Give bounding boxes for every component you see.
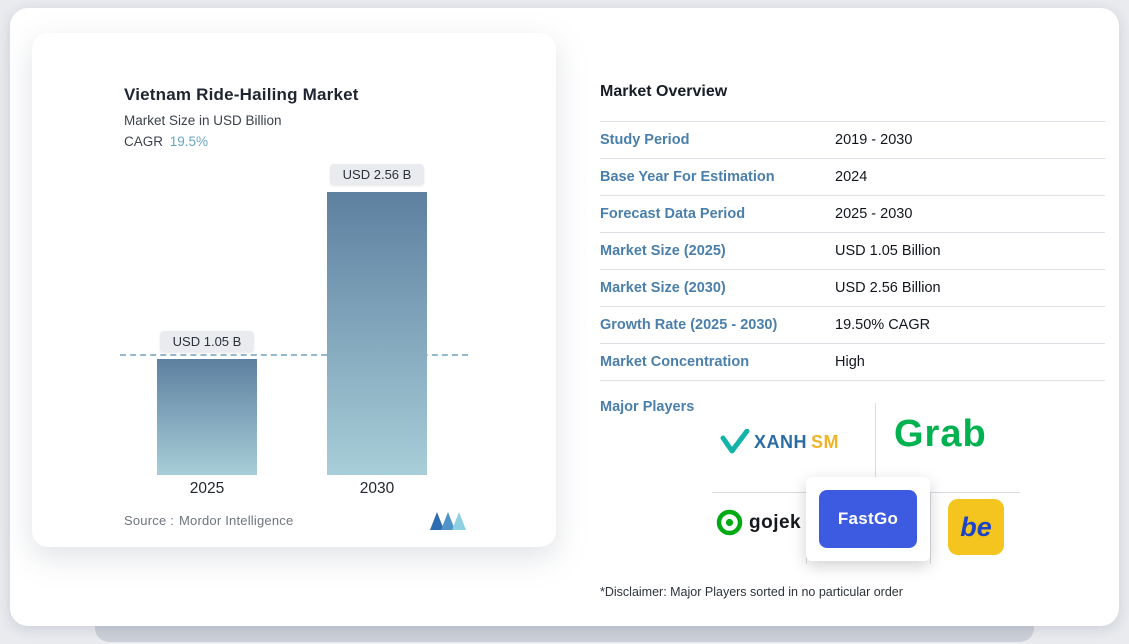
xanh-sm-logo: XANH SM xyxy=(720,429,839,455)
row-value: 2019 - 2030 xyxy=(835,132,913,148)
gojek-circle-icon xyxy=(716,509,743,536)
table-row: Market Concentration High xyxy=(600,344,1105,381)
chart-title: Vietnam Ride-Hailing Market xyxy=(124,85,359,104)
row-value: USD 1.05 Billion xyxy=(835,243,941,259)
source-row: Source : Mordor Intelligence xyxy=(124,510,466,530)
market-overview-panel: Market Overview Study Period 2019 - 2030… xyxy=(600,83,1105,599)
row-label: Forecast Data Period xyxy=(600,206,746,222)
divider-vertical-bottom-right xyxy=(930,492,931,564)
chart-panel: Vietnam Ride-Hailing Market Market Size … xyxy=(32,33,556,547)
xanh-text: XANH xyxy=(754,431,808,452)
table-row: Growth Rate (2025 - 2030) 19.50% CAGR xyxy=(600,307,1105,344)
xanh-sm-text: SM xyxy=(811,431,840,452)
bar-value-label-2030: USD 2.56 B xyxy=(329,164,425,185)
report-card: Vietnam Ride-Hailing Market Market Size … xyxy=(10,8,1119,626)
overview-title: Market Overview xyxy=(600,83,728,100)
source-label: Source : xyxy=(124,512,175,528)
row-value: 2024 xyxy=(835,169,868,185)
xanh-check-icon xyxy=(720,429,750,454)
row-value: High xyxy=(835,354,865,370)
row-label: Market Size (2025) xyxy=(600,243,726,259)
divider-vertical-top xyxy=(875,403,876,492)
x-tick-2030: 2030 xyxy=(359,480,395,497)
reference-line xyxy=(120,354,468,356)
row-label: Growth Rate (2025 - 2030) xyxy=(600,317,778,333)
major-players-section: Major Players XANH SM Grab xyxy=(600,397,1105,569)
fastgo-logo: FastGo xyxy=(806,477,930,561)
overview-table: Study Period 2019 - 2030 Base Year For E… xyxy=(600,121,1105,381)
gojek-text: gojek xyxy=(749,511,802,533)
table-row: Forecast Data Period 2025 - 2030 xyxy=(600,196,1105,233)
row-value: 2025 - 2030 xyxy=(835,206,913,222)
x-tick-2025: 2025 xyxy=(189,480,225,497)
fastgo-text: FastGo xyxy=(819,490,917,548)
row-label: Study Period xyxy=(600,132,690,148)
source-value: Mordor Intelligence xyxy=(179,512,294,528)
bar-value-label-2025: USD 1.05 B xyxy=(159,331,255,352)
cagr-line: CAGR 19.5% xyxy=(124,134,208,149)
table-row: Base Year For Estimation 2024 xyxy=(600,159,1105,196)
major-players-label: Major Players xyxy=(600,399,695,415)
mordor-intelligence-logo xyxy=(430,512,466,530)
row-value: 19.50% CAGR xyxy=(835,317,931,333)
cagr-label: CAGR xyxy=(124,134,164,149)
row-label: Market Concentration xyxy=(600,354,750,370)
be-logo: be xyxy=(948,499,1004,555)
row-value: USD 2.56 Billion xyxy=(835,280,941,296)
disclaimer: *Disclaimer: Major Players sorted in no … xyxy=(600,585,903,599)
table-row: Market Size (2030) USD 2.56 Billion xyxy=(600,270,1105,307)
table-row: Study Period 2019 - 2030 xyxy=(600,122,1105,159)
grab-logo: Grab xyxy=(894,413,987,455)
chart-subtitle: Market Size in USD Billion xyxy=(124,113,282,128)
cagr-value: 19.5% xyxy=(169,134,209,149)
bar-chart: USD 1.05 B USD 2.56 B xyxy=(120,161,468,475)
bar-group-2025: USD 1.05 B xyxy=(157,331,257,475)
table-row: Market Size (2025) USD 1.05 Billion xyxy=(600,233,1105,270)
source-text: Source : Mordor Intelligence xyxy=(124,513,293,528)
bar-2030 xyxy=(327,192,427,475)
row-label: Market Size (2030) xyxy=(600,280,726,296)
bar-2025 xyxy=(157,359,257,475)
gojek-logo: gojek xyxy=(716,509,801,536)
row-label: Base Year For Estimation xyxy=(600,169,775,185)
bar-group-2030: USD 2.56 B xyxy=(327,164,427,475)
major-players-logos: XANH SM Grab gojek FastGo be xyxy=(712,403,1020,567)
